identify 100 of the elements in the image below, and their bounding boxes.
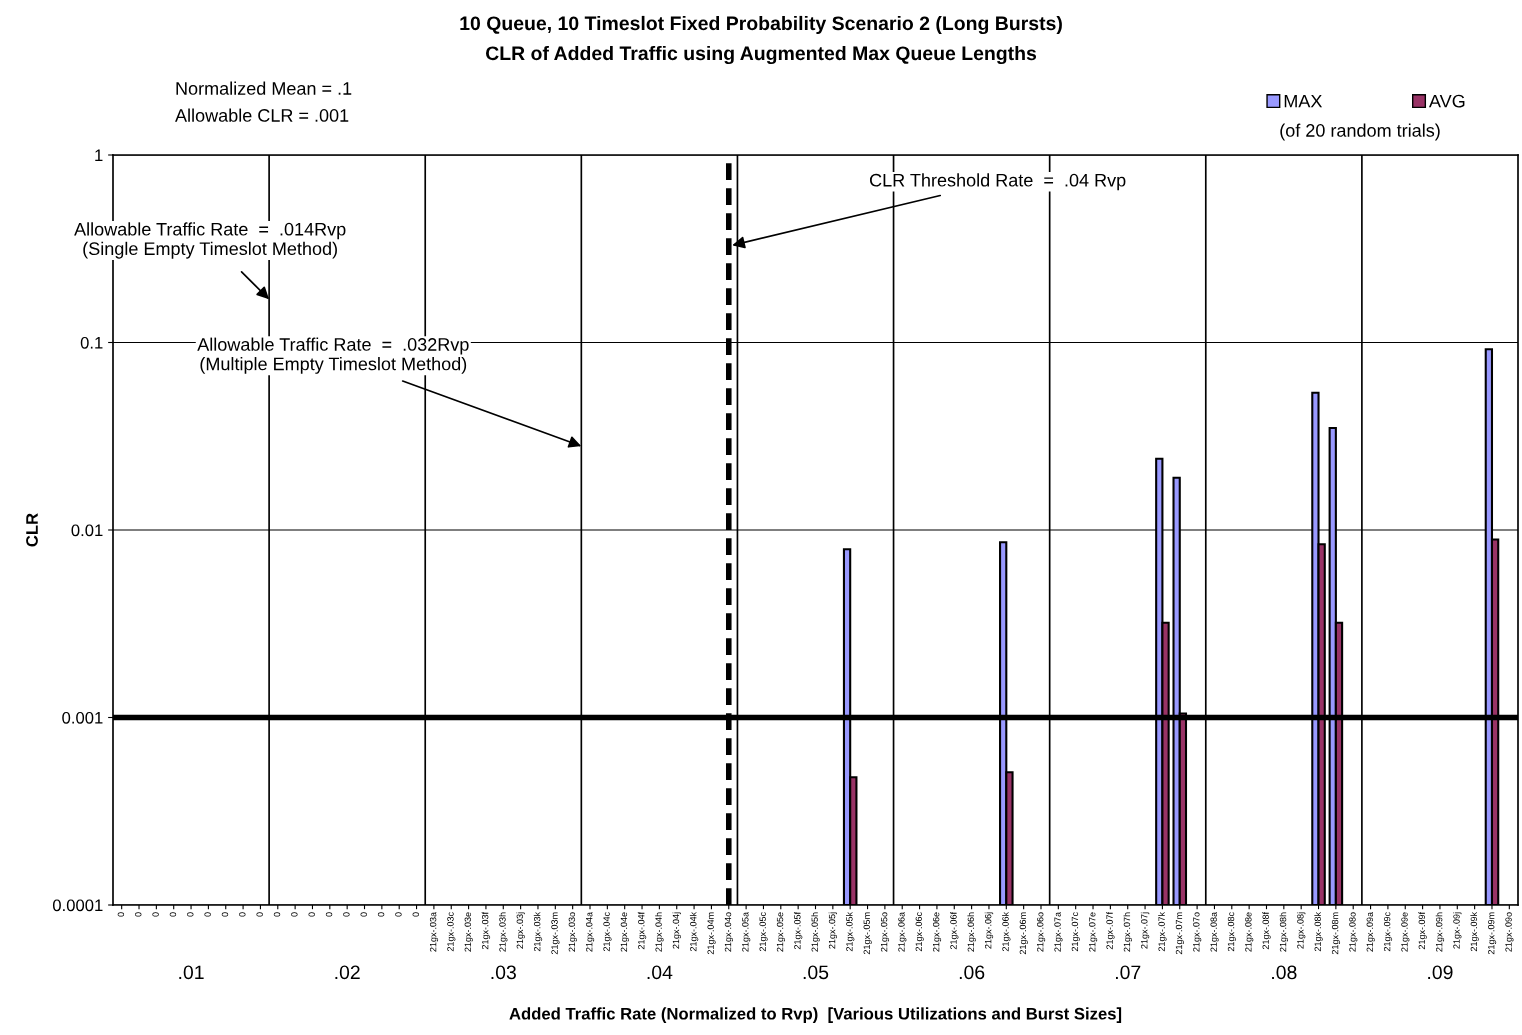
x-tick-label: 0 <box>360 912 367 917</box>
text: .08 <box>1272 965 1297 980</box>
x-tick-label: 21gx-.09h <box>1435 912 1445 952</box>
x-tick-label: 0 <box>204 912 211 917</box>
y-axis-title: CLR <box>26 513 38 547</box>
x-tick-label: 21gx-.06k <box>1002 911 1011 952</box>
x-tick-label: 21gx-.06f <box>950 911 959 950</box>
y-tick-label: 0.0001 <box>52 899 103 912</box>
x-tick-label: 21gx-.08e <box>1245 912 1254 952</box>
x-axis-title: Added Traffic Rate (Normalized to Rvp) [Various Utilizations and Burst Sizes] <box>509 1007 1122 1023</box>
x-tick-label: 0 <box>187 912 194 917</box>
chart-title: 10 Queue, 10 Timeslot Fixed Probability Scenario 2 (Long Bursts) <box>460 15 1062 35</box>
text: .09 <box>1428 965 1453 980</box>
x-tick-label: 21gx-.08m <box>1331 912 1341 955</box>
x-tick-label: 21gx-.07m <box>1175 912 1184 955</box>
x-tick-label: 21gx-.09c <box>1383 912 1393 952</box>
text: .06 <box>959 965 985 980</box>
text: (of 20 random trials) <box>1280 123 1440 141</box>
x-tick-label: 21gx-.07j <box>1140 912 1150 949</box>
text: .07 <box>1115 965 1141 980</box>
x-tick-label: 21gx-.09m <box>1488 912 1497 955</box>
x-tick-label: 21gx-.06m <box>1019 912 1028 955</box>
x-tick-label: 0 <box>343 912 350 917</box>
x-tick-label: 21gx-.08k <box>1314 911 1323 952</box>
annotation: CLR Threshold Rate = .04 Rvp <box>870 173 1126 191</box>
x-tick-label: 21gx-.04f <box>637 911 647 950</box>
x-tick-label: 21gx-.03e <box>464 912 473 952</box>
x-tick-label: 0 <box>308 912 315 917</box>
text: .03 <box>491 965 516 980</box>
x-tick-label: 21gx-.07c <box>1071 912 1080 952</box>
x-tick-label: 21gx-.09f <box>1418 911 1427 950</box>
x-tick-label: 21gx-.03k <box>533 911 543 952</box>
x-tick-label: 0 <box>395 912 402 917</box>
x-tick-label: 21gx-.05c <box>759 912 768 952</box>
text: Normalized Mean = .1 <box>176 81 352 95</box>
x-tick-label: 21gx-.05j <box>828 912 838 949</box>
x-tick-label: 0 <box>169 912 177 917</box>
x-tick-label: 21gx-.04j <box>672 912 681 949</box>
x-tick-label: 21gx-.09e <box>1401 912 1410 952</box>
x-tick-label: 0 <box>291 912 298 917</box>
x-tick-label: 21gx-.06a <box>898 911 907 952</box>
x-tick-label: 0 <box>221 912 229 917</box>
y-tick-label: 0.1 <box>80 336 103 349</box>
x-tick-label: 21gx-.08o <box>1349 912 1358 952</box>
legend-label: MAX <box>1284 94 1323 108</box>
x-tick-label: 21gx-.03c <box>447 912 456 952</box>
text: .04 <box>647 965 673 980</box>
x-tick-label: 21gx-.05k <box>845 911 855 952</box>
x-tick-label: 21gx-.06o <box>1037 912 1046 952</box>
x-tick-label: 21gx-.04k <box>689 911 699 952</box>
x-tick-label: 21gx-.07k <box>1158 911 1167 952</box>
x-tick-label: 21gx-.08f <box>1262 911 1271 950</box>
x-tick-label: 21gx-.08j <box>1296 912 1306 949</box>
x-tick-label: 21gx-.09a <box>1366 911 1375 952</box>
x-tick-label: 0 <box>135 912 142 917</box>
x-tick-label: 0 <box>152 912 159 917</box>
x-tick-label: 21gx-.06c <box>915 912 924 952</box>
x-tick-label: 21gx-.09k <box>1470 911 1479 952</box>
y-tick-label: 0.01 <box>71 524 103 537</box>
x-tick-label: 21gx-.04o <box>724 912 733 952</box>
x-tick-label: 0 <box>377 912 385 917</box>
x-tick-label: 21gx-.07a <box>1054 911 1063 952</box>
x-tick-label: 21gx-.05o <box>880 912 890 952</box>
x-tick-label: 21gx-.03j <box>516 912 525 949</box>
x-tick-label: 0 <box>412 912 419 917</box>
x-tick-label: 0 <box>273 912 281 917</box>
x-tick-label: 21gx-.06e <box>932 912 942 952</box>
text: Allowable CLR = .001 <box>175 108 349 122</box>
x-tick-label: 21gx-.03f <box>481 911 491 950</box>
x-tick-label: 21gx-.09o <box>1505 912 1514 952</box>
x-tick-label: 21gx-.05m <box>863 912 872 955</box>
x-tick-label: 0 <box>239 912 246 917</box>
y-tick-label: 1 <box>95 149 103 162</box>
x-tick-label: 21gx-.03m <box>551 912 560 955</box>
x-tick-label: 21gx-.03h <box>499 912 508 952</box>
x-tick-label: 21gx-.03a <box>429 911 439 952</box>
x-tick-label: 21gx-.09j <box>1453 912 1462 949</box>
x-tick-label: 21gx-.08a <box>1210 911 1219 952</box>
legend-label: AVG <box>1428 94 1465 108</box>
x-tick-label: 21gx-.05e <box>776 912 786 952</box>
x-tick-label: 21gx-.03o <box>568 912 577 952</box>
y-tick-label: 0.001 <box>62 711 103 724</box>
text: .01 <box>179 965 204 980</box>
annotation: Allowable Traffic Rate = .032Rvp (Multiple Empty Timeslot Method) <box>197 337 469 374</box>
x-tick-label: 0 <box>256 912 263 917</box>
text: .05 <box>803 965 829 980</box>
x-tick-label: 21gx-.08c <box>1227 912 1236 952</box>
x-tick-label: 21gx-.04e <box>620 912 629 952</box>
x-tick-label: 21gx-.06h <box>967 912 976 952</box>
annotation: Allowable Traffic Rate = .014Rvp (Single Empty Timeslot Method) <box>74 222 346 259</box>
x-tick-label: 21gx-.05f <box>793 911 803 950</box>
x-tick-label: 21gx-.07o <box>1193 912 1202 952</box>
x-tick-label: 21gx-.07e <box>1089 912 1098 952</box>
x-tick-label: 21gx-.06j <box>984 912 994 949</box>
x-tick-label: 21gx-.08h <box>1279 912 1289 952</box>
x-tick-label: 21gx-.04a <box>586 911 595 952</box>
text: .02 <box>335 965 360 980</box>
x-tick-label: 21gx-.04m <box>707 912 716 955</box>
x-tick-label: 21gx-.05a <box>742 911 751 952</box>
x-tick-label: 21gx-.07h <box>1123 912 1132 952</box>
